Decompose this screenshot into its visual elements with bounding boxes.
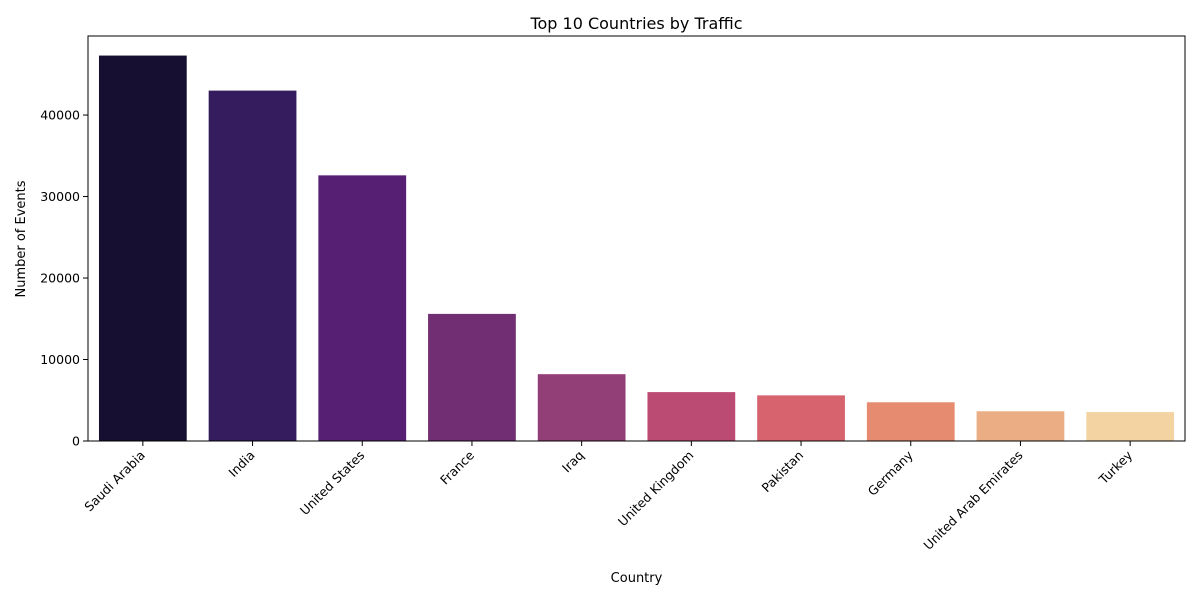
bar-7: [866, 402, 955, 441]
x-axis-label: Country: [611, 571, 663, 586]
plot-frame: [87, 35, 1186, 442]
y-axis-ticks: 0 10000 20000 30000 40000: [40, 108, 88, 449]
bar-4: [537, 374, 626, 441]
y-tick-label-3: 30000: [40, 189, 80, 204]
bar-3: [428, 313, 516, 441]
bar-2: [318, 175, 407, 441]
y-axis-label: Number of Events: [14, 180, 29, 297]
bars-group: [98, 55, 1175, 442]
y-tick-label-4: 40000: [40, 108, 80, 123]
y-tick-label-2: 20000: [40, 271, 80, 286]
bar-6: [757, 395, 845, 441]
bar-9: [1086, 412, 1175, 441]
y-tick-label-1: 10000: [40, 352, 80, 367]
bar-5: [647, 392, 736, 441]
bar-0: [98, 55, 187, 442]
y-tick-label-0: 0: [72, 434, 80, 449]
bar-1: [208, 90, 297, 441]
bar-8: [976, 411, 1065, 441]
chart-title: Top 10 Countries by Traffic: [529, 14, 742, 33]
